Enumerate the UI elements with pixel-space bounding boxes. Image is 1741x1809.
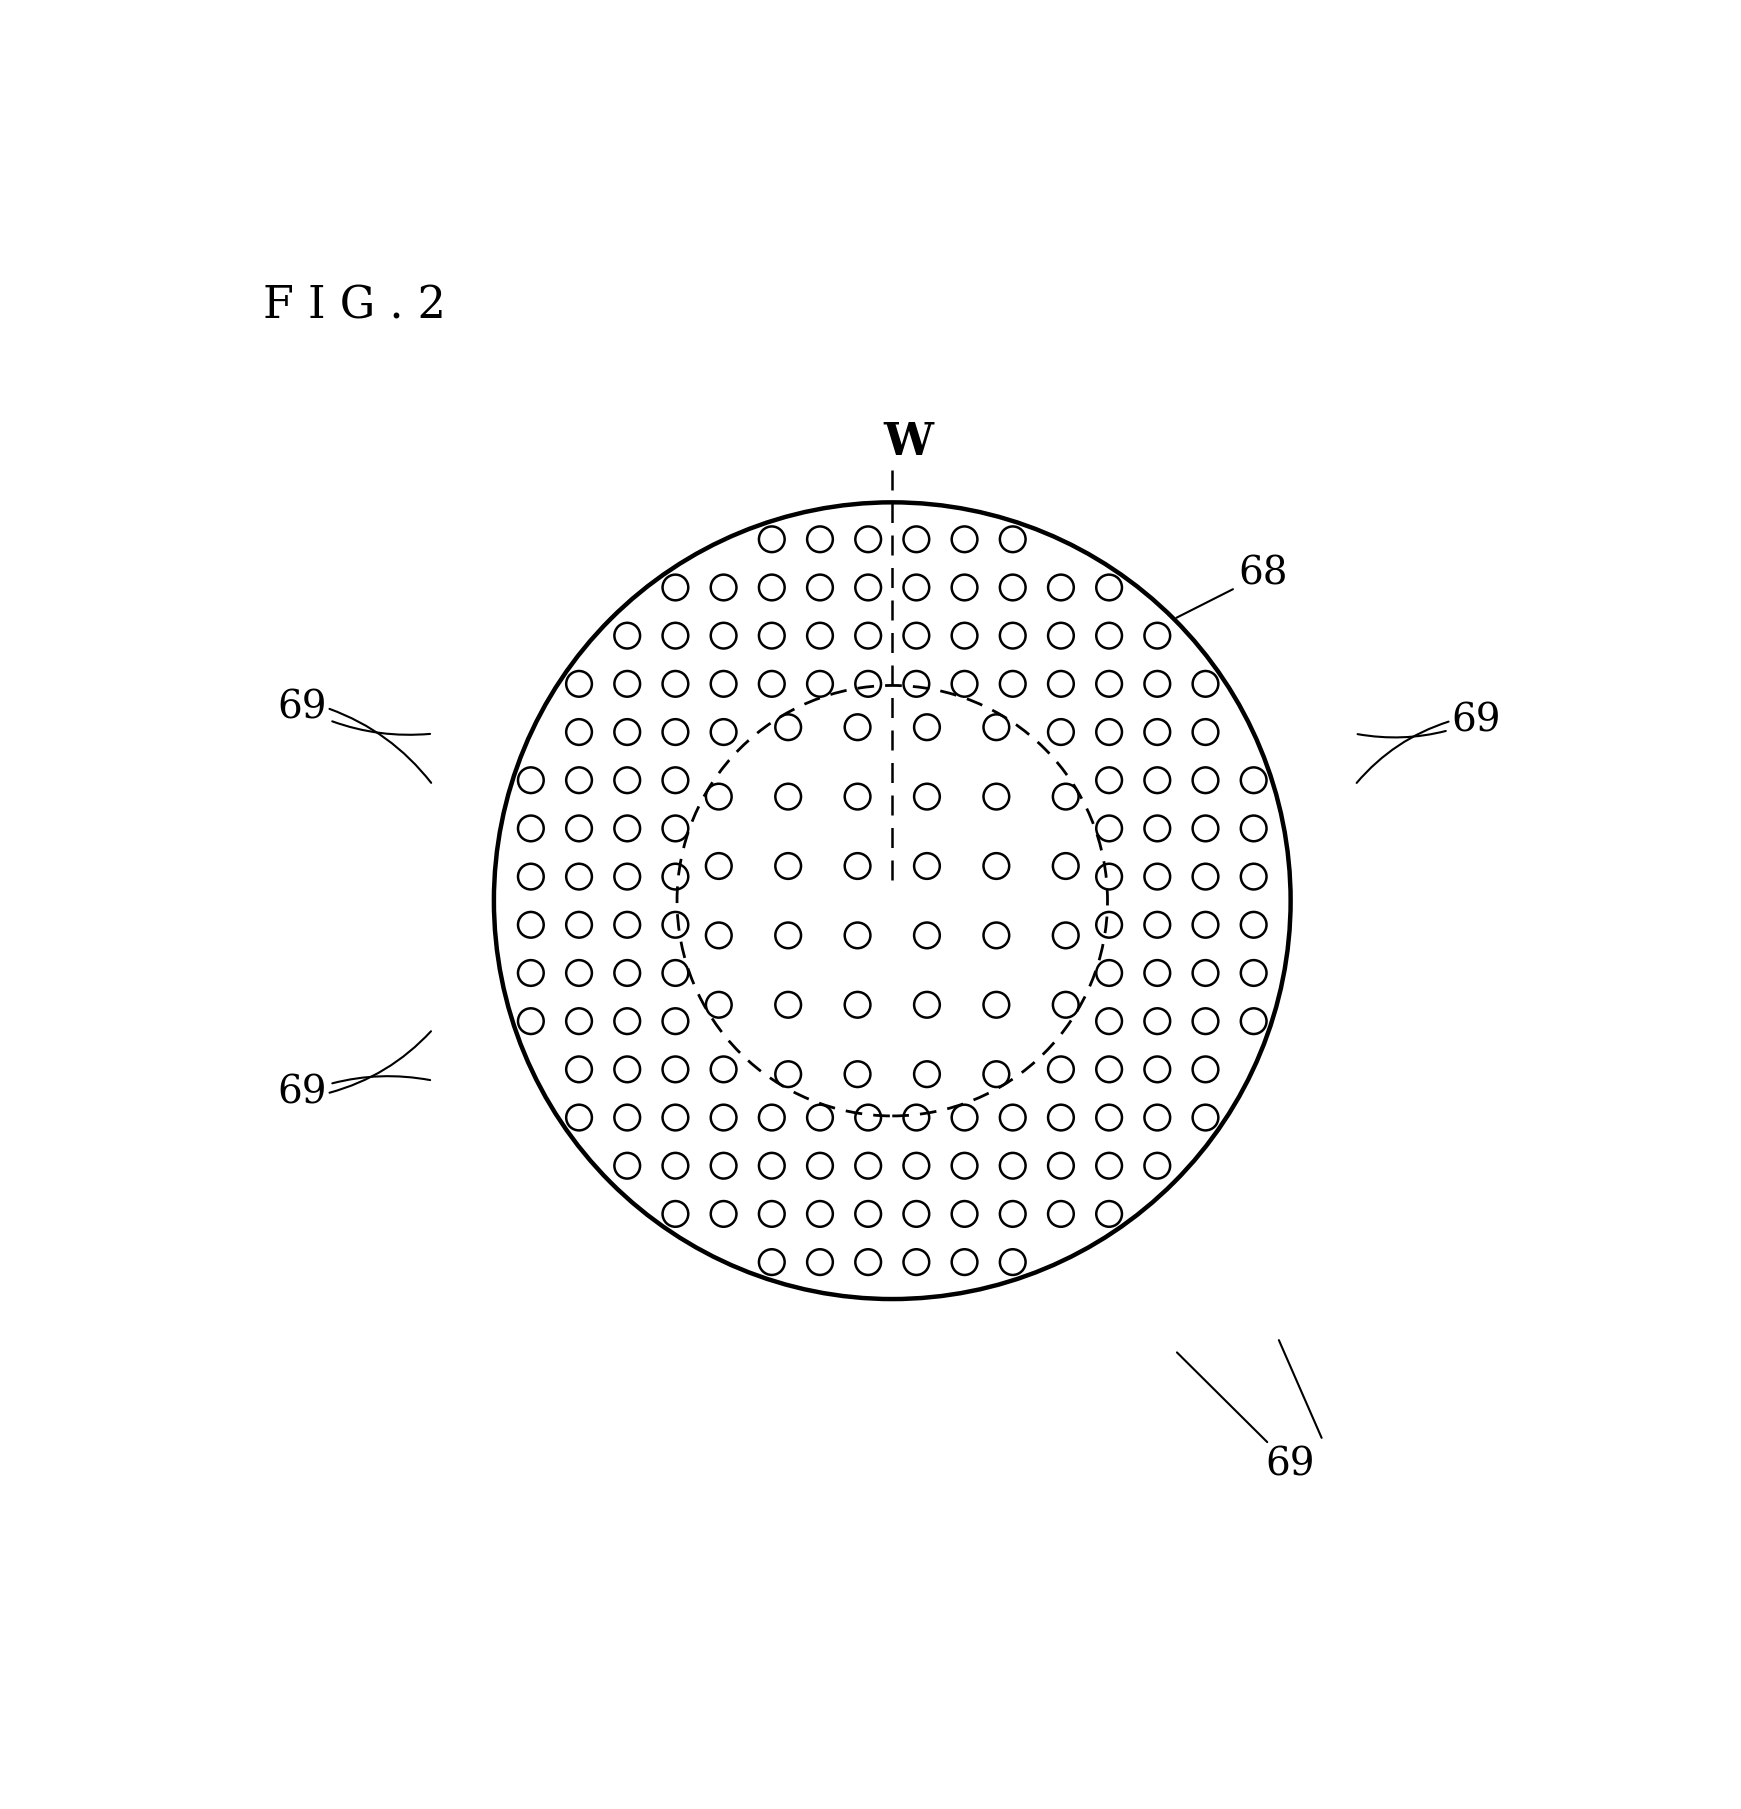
Text: 69: 69	[277, 689, 430, 734]
Text: 69: 69	[1358, 702, 1501, 740]
Text: 69: 69	[1177, 1353, 1316, 1483]
Text: 69: 69	[277, 1075, 430, 1113]
Text: F I G . 2: F I G . 2	[263, 284, 446, 327]
Text: W: W	[883, 421, 933, 463]
Text: 68: 68	[1177, 555, 1288, 617]
